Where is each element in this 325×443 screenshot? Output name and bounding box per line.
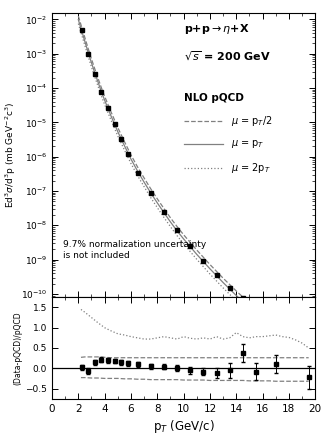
Text: $\mu$ = p$_T$: $\mu$ = p$_T$ [231,139,265,151]
Text: p+p$\rightarrow\eta$+X: p+p$\rightarrow\eta$+X [184,22,249,36]
Text: $\sqrt{s}$ = 200 GeV: $\sqrt{s}$ = 200 GeV [184,50,271,63]
Text: $\mu$ = p$_T$/2: $\mu$ = p$_T$/2 [231,114,273,128]
Text: $\mu$ = 2p$_T$: $\mu$ = 2p$_T$ [231,161,271,175]
X-axis label: p$_T$ (GeV/c): p$_T$ (GeV/c) [153,418,215,435]
Y-axis label: (Data-pQCD)/pQCD: (Data-pQCD)/pQCD [13,311,22,385]
Y-axis label: Ed$^3\sigma$/d$^3$p (mb GeV$^{-2}$c$^3$): Ed$^3\sigma$/d$^3$p (mb GeV$^{-2}$c$^3$) [4,102,18,208]
Text: NLO pQCD: NLO pQCD [184,93,243,103]
Text: 9.7% normalization uncertainty
is not included: 9.7% normalization uncertainty is not in… [62,241,206,260]
